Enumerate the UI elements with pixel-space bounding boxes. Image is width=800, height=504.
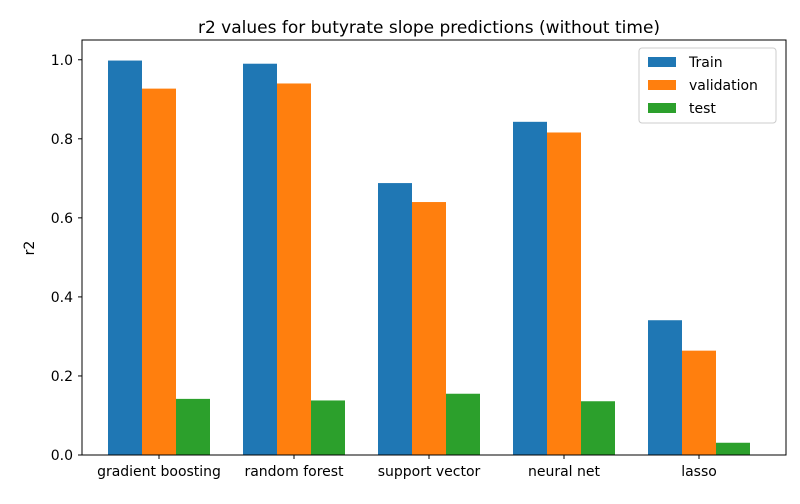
axes-layer (81, 39, 787, 456)
x-tick-labels: gradient boosting random forest support ve… (97, 455, 717, 480)
bar-train-neural-net (513, 121, 547, 456)
bar-test-random-forest (311, 400, 345, 455)
bar-validation-support-vector (412, 202, 446, 455)
y-tick-label: 0.0 (51, 448, 73, 464)
legend-label: validation (689, 78, 758, 94)
legend: Train validation test (638, 47, 777, 124)
bar-train-lasso (648, 320, 682, 455)
plot-frame (81, 39, 787, 456)
y-tick-labels: 0.0 0.2 0.4 0.6 0.8 1.0 (51, 53, 82, 464)
y-tick-label: 0.8 (51, 132, 73, 148)
x-tick-label: gradient boosting (97, 464, 221, 480)
bar-test-gradient-boosting (176, 398, 210, 455)
y-tick-label: 0.2 (51, 369, 73, 385)
bar-validation-gradient-boosting (142, 88, 176, 455)
legend-swatch (648, 80, 676, 90)
y-tick-label: 0.4 (51, 290, 73, 306)
bar-train-gradient-boosting (108, 60, 142, 456)
x-tick-label: support vector (378, 464, 481, 480)
legend-label: test (689, 101, 716, 117)
bar-test-lasso (716, 442, 750, 455)
legend-swatch (648, 57, 676, 67)
chart-title: r2 values for butyrate slope predictions… (198, 18, 660, 38)
bar-validation-random-forest (277, 83, 311, 455)
bar-train-random-forest (243, 63, 277, 455)
y-axis-label: r2 (22, 241, 38, 256)
x-tick-label: lasso (681, 464, 717, 480)
y-tick-label: 1.0 (51, 53, 73, 69)
x-tick-label: neural net (528, 464, 601, 480)
x-tick-label: random forest (244, 464, 344, 480)
bar-test-neural-net (581, 401, 615, 455)
bar-validation-lasso (682, 350, 716, 455)
bar-train-support-vector (378, 183, 412, 456)
bar-test-support-vector (446, 393, 480, 455)
y-tick-label: 0.6 (51, 211, 73, 227)
bars-layer (108, 60, 750, 456)
bar-validation-neural-net (547, 132, 581, 455)
legend-label: Train (688, 55, 723, 71)
legend-swatch (648, 103, 676, 113)
